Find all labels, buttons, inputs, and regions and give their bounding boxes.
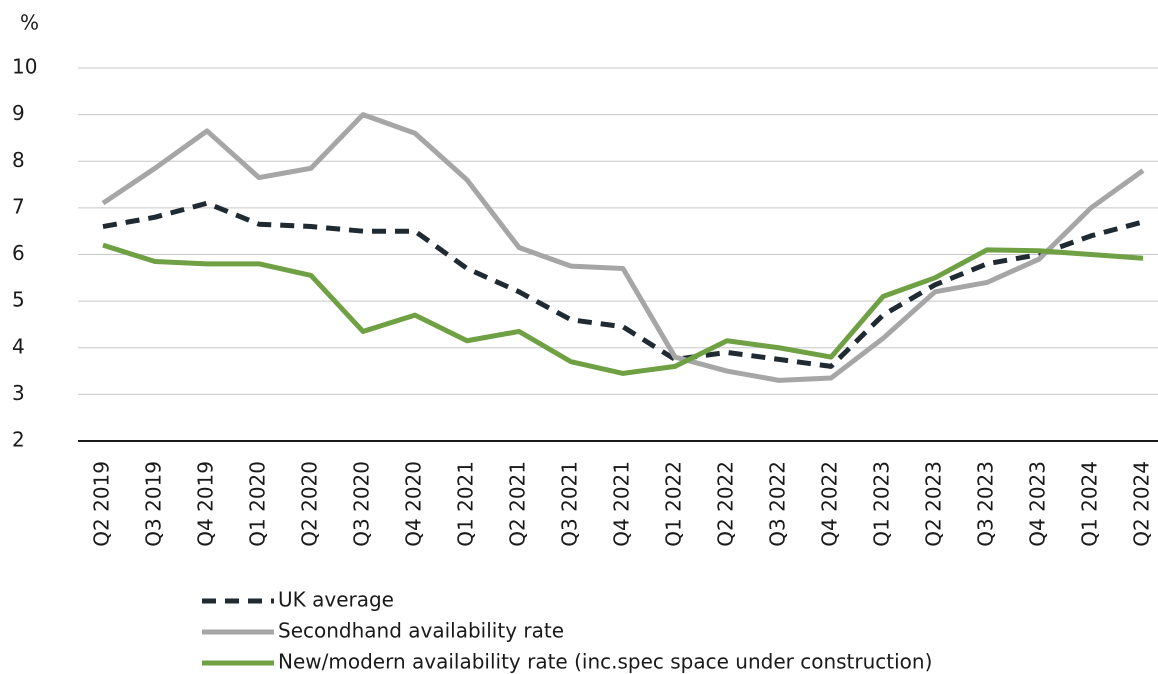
legend-label: UK average	[278, 588, 394, 612]
x-tick-label: Q1 2024	[1078, 461, 1102, 547]
x-tick-label: Q3 2021	[558, 461, 582, 547]
x-tick-label: Q3 2022	[766, 461, 790, 547]
y-tick-label: 8	[12, 148, 25, 172]
x-tick-label: Q4 2023	[1026, 461, 1050, 547]
x-tick-label: Q3 2023	[974, 461, 998, 547]
series-line	[102, 242, 1144, 376]
x-tick-label: Q1 2021	[454, 461, 478, 547]
x-tick-label: Q3 2019	[142, 461, 166, 547]
x-tick-label: Q2 2022	[714, 461, 738, 547]
y-tick-label: 10	[12, 55, 37, 79]
x-tick-label: Q4 2020	[402, 461, 426, 547]
y-tick-label: 2	[12, 428, 25, 452]
y-tick-label: 5	[12, 288, 25, 312]
y-axis-unit: %	[20, 11, 39, 35]
y-tick-label: 3	[12, 381, 25, 405]
x-tick-label: Q4 2021	[610, 461, 634, 547]
y-tick-label: 6	[12, 241, 25, 265]
legend-label: Secondhand availability rate	[278, 619, 564, 643]
y-tick-label: 7	[12, 194, 25, 218]
series-line	[101, 112, 1145, 383]
x-tick-label: Q2 2024	[1130, 461, 1154, 547]
x-tick-label: Q1 2022	[662, 461, 686, 547]
x-tick-label: Q4 2019	[194, 461, 218, 547]
y-tick-label: 9	[12, 101, 25, 125]
x-tick-label: Q3 2020	[350, 461, 374, 547]
y-tick-label: 4	[12, 334, 25, 358]
x-tick-label: Q2 2019	[90, 461, 114, 547]
x-tick-label: Q2 2020	[298, 461, 322, 547]
x-tick-label: Q2 2023	[922, 461, 946, 547]
x-tick-label: Q1 2020	[246, 461, 270, 547]
x-tick-label: Q2 2021	[506, 461, 530, 547]
legend-label: New/modern availability rate (inc.spec s…	[278, 650, 932, 674]
x-tick-label: Q4 2022	[818, 461, 842, 547]
x-tick-label: Q1 2023	[870, 461, 894, 547]
